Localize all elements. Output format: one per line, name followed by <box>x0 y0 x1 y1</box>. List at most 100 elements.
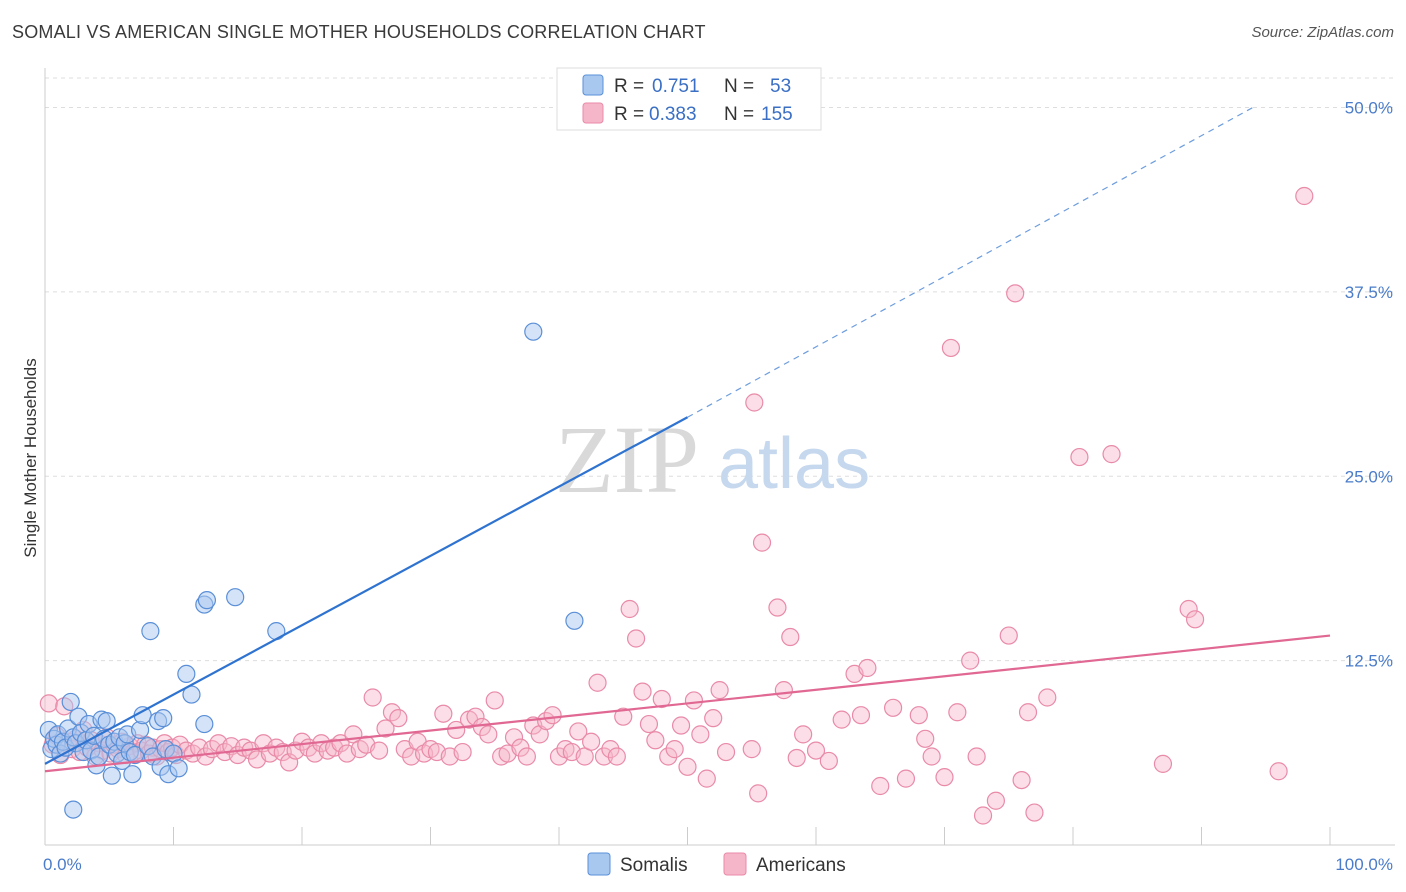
point-american <box>896 769 916 788</box>
x-tick-label: 100.0% <box>1335 855 1393 874</box>
point-american <box>1018 703 1038 722</box>
trend-line-americans <box>44 634 1331 773</box>
legend-r-label: R = <box>614 104 644 125</box>
point-american <box>749 784 768 803</box>
point-somali <box>64 800 83 819</box>
point-american <box>376 719 395 738</box>
y-tick-label: 12.5% <box>1345 652 1393 671</box>
point-american <box>806 741 826 760</box>
point-somali <box>524 322 543 341</box>
point-american <box>742 740 761 759</box>
point-american <box>620 599 639 619</box>
point-somali <box>177 664 196 684</box>
point-american <box>601 740 620 759</box>
legend-swatch-americans <box>582 102 604 124</box>
legend-swatch-somalis <box>582 74 604 96</box>
point-american <box>986 791 1006 810</box>
watermark-atlas: atlas <box>718 424 870 504</box>
point-american <box>453 742 472 762</box>
gridlines <box>45 77 1395 662</box>
point-somali <box>102 766 121 785</box>
point-american <box>752 533 772 552</box>
point-american <box>922 747 941 766</box>
point-american <box>935 768 954 787</box>
point-american <box>588 673 607 692</box>
chart-source: Source: ZipAtlas.com <box>1251 24 1394 41</box>
point-american <box>665 740 684 759</box>
point-american <box>858 658 877 678</box>
trend-line-somalis <box>44 416 689 765</box>
point-american <box>999 626 1018 645</box>
point-american <box>781 627 800 647</box>
point-american <box>710 681 729 700</box>
legend-n-label: N = <box>724 104 754 125</box>
point-american <box>485 691 504 710</box>
point-american <box>39 694 58 713</box>
trend-line-somalis-extension <box>687 106 1254 418</box>
point-american <box>704 709 723 728</box>
legend-r-label: R = <box>614 76 644 97</box>
legend-r-value: 0.383 <box>649 104 697 125</box>
point-american <box>768 598 787 617</box>
point-somali <box>197 591 217 610</box>
point-american <box>1185 610 1205 629</box>
point-american <box>626 629 646 648</box>
point-somali <box>565 611 584 630</box>
point-american <box>517 747 536 766</box>
y-axis-label: Single Mother Households <box>21 358 40 557</box>
legend-n-value: 53 <box>770 76 791 97</box>
point-american <box>543 706 562 725</box>
point-somali <box>195 714 214 734</box>
trend-lines <box>44 106 1331 773</box>
point-somali <box>125 745 145 765</box>
point-american <box>941 338 961 358</box>
point-american <box>1070 447 1089 467</box>
legend-r-value: 0.751 <box>652 76 700 97</box>
point-american <box>961 651 980 670</box>
point-american <box>370 741 389 760</box>
point-american <box>633 682 652 701</box>
point-somali <box>154 709 173 728</box>
point-american <box>948 703 967 722</box>
point-american <box>504 728 524 747</box>
point-american <box>697 769 716 788</box>
point-american <box>614 707 633 726</box>
point-american <box>871 776 890 796</box>
y-tick-label: 25.0% <box>1345 467 1393 486</box>
point-american <box>916 729 935 748</box>
point-american <box>434 704 453 723</box>
point-american <box>1025 803 1044 822</box>
point-american <box>1006 284 1025 303</box>
point-american <box>832 710 851 729</box>
point-somali <box>61 692 80 712</box>
legend-n-value: 155 <box>761 104 793 125</box>
point-american <box>909 706 928 725</box>
point-american <box>1269 762 1288 781</box>
point-american <box>671 716 691 735</box>
point-american <box>774 681 793 700</box>
point-american <box>479 725 498 744</box>
bottom-legend: Somalis Americans <box>587 852 846 876</box>
bottom-legend-swatch-americans <box>723 852 747 876</box>
point-american <box>883 698 903 717</box>
point-american <box>594 747 614 766</box>
point-american <box>389 709 408 728</box>
point-american <box>684 691 704 710</box>
point-american <box>678 757 697 776</box>
point-american <box>280 753 299 772</box>
bottom-legend-swatch-somalis <box>587 852 611 876</box>
point-american <box>973 806 993 825</box>
point-american <box>363 688 382 707</box>
bottom-legend-label-americans: Americans <box>756 855 846 876</box>
point-american <box>1153 754 1173 773</box>
y-tick-label: 37.5% <box>1345 283 1393 302</box>
legend-box: R = 0.751 N = 53 R = 0.383 N = 155 <box>556 67 822 131</box>
point-american <box>639 714 659 734</box>
series-somalis <box>39 322 584 819</box>
point-somali <box>141 622 160 641</box>
point-american <box>691 725 710 744</box>
point-american <box>582 732 601 751</box>
y-tick-label: 50.0% <box>1345 99 1393 118</box>
point-american <box>569 722 588 741</box>
point-american <box>787 748 806 768</box>
